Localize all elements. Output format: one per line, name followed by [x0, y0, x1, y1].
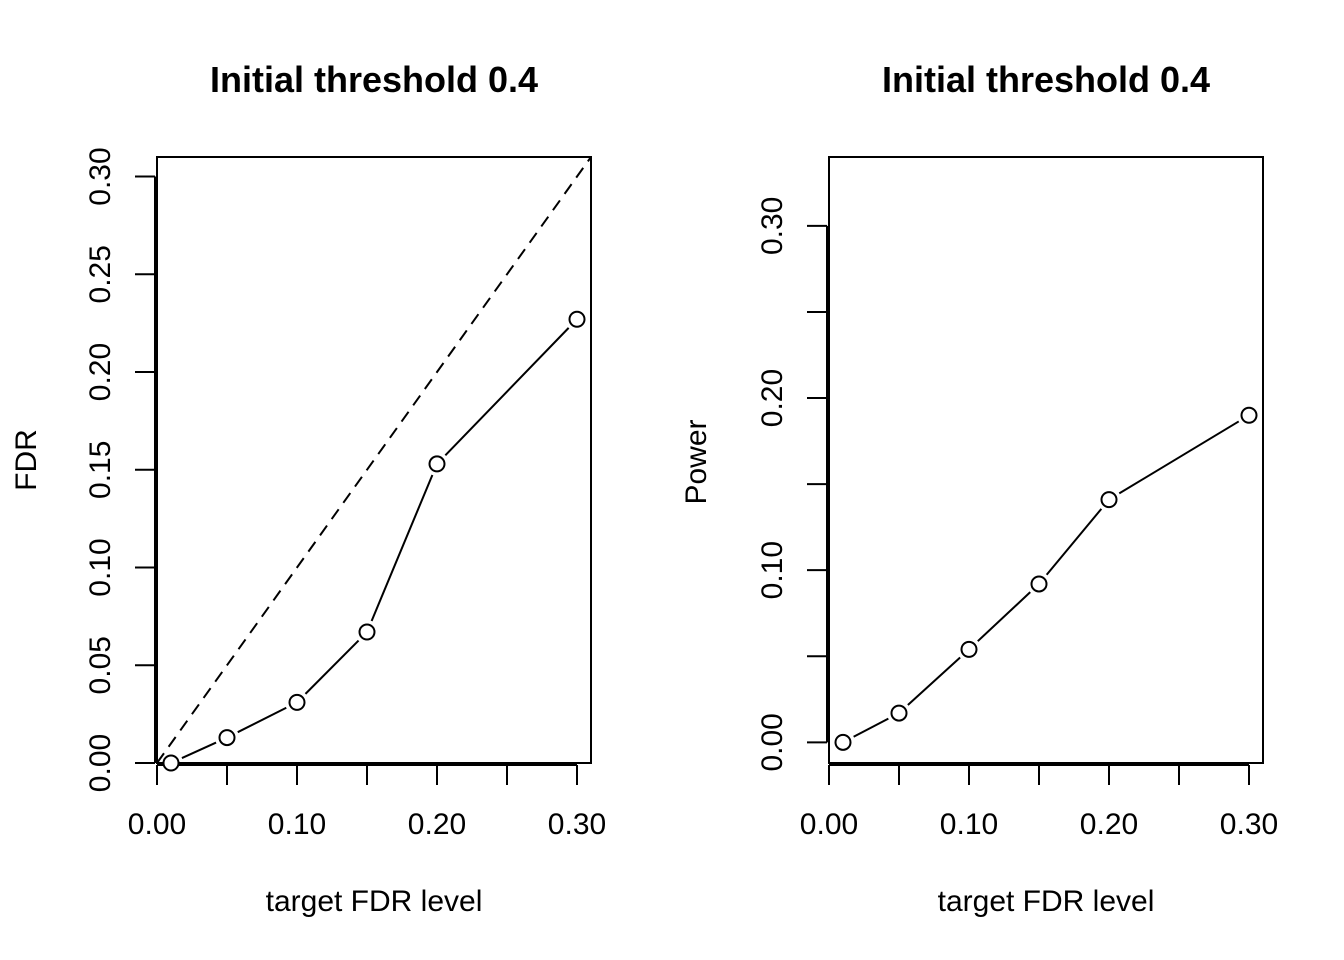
fdr-y-tick-label: 0.15	[84, 441, 117, 499]
fdr-data-point	[428, 455, 446, 473]
fdr-x-tick-label: 0.30	[548, 808, 606, 841]
power-x-tick-label: 0.10	[940, 808, 998, 841]
power-data-point	[890, 704, 908, 722]
fdr-y-tick-label: 0.00	[84, 734, 117, 792]
fdr-y-tick-label: 0.05	[84, 636, 117, 694]
fdr-data-point	[358, 623, 376, 641]
fdr-series-segment	[181, 741, 217, 759]
power-marks	[834, 406, 1258, 751]
fdr-y-tick-label: 0.25	[84, 245, 117, 303]
fdr-data-point	[568, 310, 586, 328]
fdr-y-tick-label: 0.20	[84, 343, 117, 401]
fdr-x-ticks: 0.00 0.10 0.20 0.30	[128, 764, 606, 841]
fdr-y-tick-label: 0.10	[84, 538, 117, 596]
power-data-point	[960, 640, 978, 658]
fdr-chart-title: Initial threshold 0.4	[210, 59, 538, 100]
power-series-segment	[977, 591, 1031, 642]
power-x-tick-label: 0.30	[1220, 808, 1278, 841]
fdr-series-segment	[237, 706, 287, 734]
power-y-tick-label: 0.20	[756, 369, 789, 427]
fdr-plot-frame	[156, 156, 592, 764]
fdr-series-segment	[370, 474, 434, 622]
power-chart-title: Initial threshold 0.4	[882, 59, 1210, 100]
power-data-point	[1240, 406, 1258, 424]
fdr-x-tick-label: 0.10	[268, 808, 326, 841]
power-y-axis-label: Power	[680, 419, 713, 504]
power-x-tick-label: 0.20	[1080, 808, 1138, 841]
fdr-y-axis-label: FDR	[10, 429, 43, 491]
fdr-data-point	[288, 693, 306, 711]
power-y-ticks: 0.00 0.10 0.20 0.30	[756, 197, 828, 772]
power-x-tick-label: 0.00	[800, 808, 858, 841]
fdr-marks	[156, 156, 592, 772]
fdr-data-point	[162, 754, 180, 772]
power-data-point	[1030, 575, 1048, 593]
power-panel: Initial threshold 0.4 target FDR level P…	[680, 59, 1278, 918]
power-x-axis-label: target FDR level	[938, 885, 1155, 918]
power-series-segment	[1045, 508, 1103, 576]
fdr-series-segment	[304, 639, 360, 695]
fdr-data-point	[218, 729, 236, 747]
power-y-tick-label: 0.00	[756, 713, 789, 771]
power-y-tick-label: 0.10	[756, 541, 789, 599]
fdr-x-tick-label: 0.00	[128, 808, 186, 841]
fdr-panel: Initial threshold 0.4 target FDR level F…	[10, 59, 606, 918]
fdr-reference-line	[156, 156, 592, 764]
power-plot-frame	[828, 156, 1264, 764]
power-series-segment	[907, 656, 961, 706]
power-data-point	[1100, 491, 1118, 509]
fdr-y-tick-label: 0.30	[84, 147, 117, 205]
power-y-tick-label: 0.30	[756, 197, 789, 255]
power-data-point	[834, 733, 852, 751]
power-series-segment	[1118, 420, 1240, 495]
fdr-y-ticks: 0.00 0.05 0.10 0.15 0.20 0.25 0.30	[84, 147, 156, 792]
fdr-series-segment	[444, 327, 570, 456]
power-x-ticks: 0.00 0.10 0.20 0.30	[800, 764, 1278, 841]
fdr-x-tick-label: 0.20	[408, 808, 466, 841]
power-series-segment	[853, 717, 889, 738]
fdr-x-axis-label: target FDR level	[266, 885, 483, 918]
